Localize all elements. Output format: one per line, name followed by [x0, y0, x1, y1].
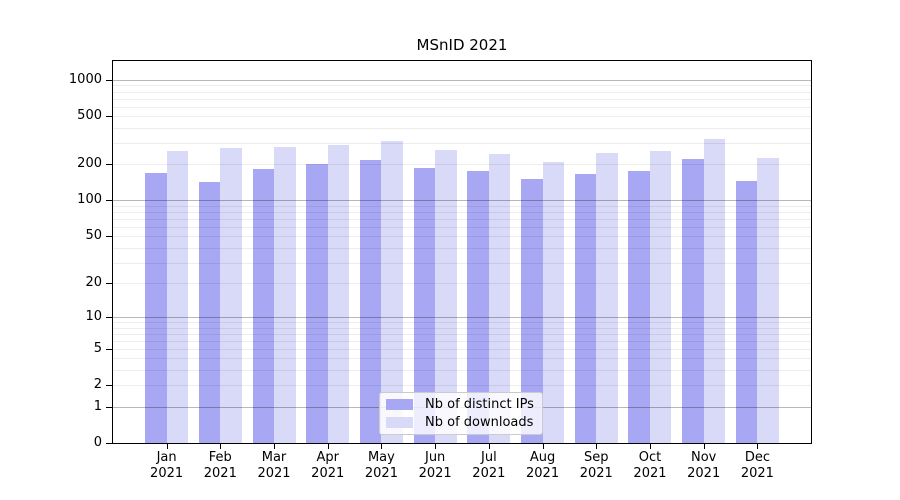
- y-tick-mark: [106, 283, 112, 284]
- y-tick-label: 1000: [68, 71, 102, 87]
- bar-downloads: [274, 147, 296, 443]
- bar-downloads: [381, 141, 403, 443]
- y-tick-label: 1: [93, 398, 102, 414]
- y-tick-mark: [106, 317, 112, 318]
- y-tick-label: 20: [85, 275, 102, 291]
- chart-title: MSnID 2021: [416, 36, 508, 54]
- y-tick-label: 50: [85, 228, 102, 244]
- legend-item-distinct-ips: Nb of distinct IPs: [386, 397, 536, 412]
- bar-distinct-ips: [467, 171, 489, 443]
- x-tick-mark: [596, 444, 597, 449]
- bar-downloads: [166, 150, 189, 443]
- bar-downloads: [435, 149, 457, 443]
- x-tick-label: Feb 2021: [203, 450, 237, 481]
- bar-distinct-ips: [413, 168, 436, 443]
- x-tick-label: May 2021: [364, 450, 398, 481]
- y-tick-label: 2: [93, 377, 102, 393]
- x-tick-mark: [167, 444, 168, 449]
- x-tick-mark: [650, 444, 651, 449]
- x-tick-label: Dec 2021: [740, 450, 774, 481]
- x-tick-mark: [543, 444, 544, 449]
- minor-gridline: [113, 107, 811, 108]
- legend-swatch-distinct-ips: [386, 399, 413, 410]
- bar-downloads: [757, 158, 779, 443]
- y-tick-mark: [106, 385, 112, 386]
- bar-downloads: [542, 161, 565, 443]
- y-tick-label: 100: [77, 192, 102, 208]
- x-tick-label: Jun 2021: [418, 450, 452, 481]
- x-tick-label: Mar 2021: [257, 450, 291, 481]
- x-tick-mark: [704, 444, 705, 449]
- x-tick-label: Apr 2021: [311, 450, 345, 481]
- x-tick-label: Jul 2021: [472, 450, 506, 481]
- x-tick-mark: [435, 444, 436, 449]
- y-tick-mark: [106, 80, 112, 81]
- x-tick-mark: [757, 444, 758, 449]
- x-tick-label: Oct 2021: [633, 450, 667, 481]
- bar-downloads: [703, 139, 726, 443]
- bar-distinct-ips: [574, 174, 597, 443]
- y-tick-label: 10: [85, 308, 102, 324]
- y-tick-mark: [106, 164, 112, 165]
- x-tick-mark: [489, 444, 490, 449]
- legend: Nb of distinct IPs Nb of downloads: [379, 392, 543, 435]
- minor-gridline: [113, 128, 811, 129]
- y-tick-mark: [106, 443, 112, 444]
- bar-downloads: [649, 150, 672, 443]
- y-tick-label: 500: [77, 108, 102, 124]
- minor-gridline: [113, 116, 811, 117]
- x-tick-label: Aug 2021: [526, 450, 560, 481]
- bar-distinct-ips: [521, 178, 543, 443]
- x-tick-label: Nov 2021: [687, 450, 721, 481]
- minor-gridline: [113, 99, 811, 100]
- bar-distinct-ips: [145, 172, 167, 443]
- bar-distinct-ips: [628, 171, 650, 443]
- minor-gridline: [113, 92, 811, 93]
- y-tick-mark: [106, 407, 112, 408]
- major-gridline: [113, 80, 811, 81]
- bar-distinct-ips: [682, 159, 704, 443]
- bar-distinct-ips: [359, 160, 382, 443]
- legend-swatch-downloads: [386, 417, 413, 428]
- y-tick-label: 5: [93, 340, 102, 356]
- legend-label-downloads: Nb of downloads: [425, 415, 534, 430]
- x-tick-mark: [274, 444, 275, 449]
- y-tick-mark: [106, 116, 112, 117]
- x-tick-label: Sep 2021: [579, 450, 613, 481]
- y-tick-label: 200: [77, 156, 102, 172]
- y-tick-label: 0: [93, 435, 102, 450]
- x-tick-label: Jan 2021: [150, 450, 184, 481]
- bar-downloads: [327, 144, 350, 443]
- bar-distinct-ips: [306, 164, 328, 443]
- x-tick-mark: [220, 444, 221, 449]
- bar-distinct-ips: [735, 180, 758, 443]
- bar-downloads: [488, 153, 511, 443]
- y-tick-mark: [106, 349, 112, 350]
- legend-label-distinct-ips: Nb of distinct IPs: [425, 397, 534, 412]
- legend-item-downloads: Nb of downloads: [386, 415, 536, 430]
- bar-downloads: [596, 153, 618, 443]
- x-tick-mark: [381, 444, 382, 449]
- bar-downloads: [220, 148, 242, 443]
- y-tick-mark: [106, 200, 112, 201]
- minor-gridline: [113, 85, 811, 86]
- y-tick-mark: [106, 236, 112, 237]
- bar-distinct-ips: [198, 182, 221, 443]
- bar-distinct-ips: [252, 169, 275, 443]
- x-tick-mark: [328, 444, 329, 449]
